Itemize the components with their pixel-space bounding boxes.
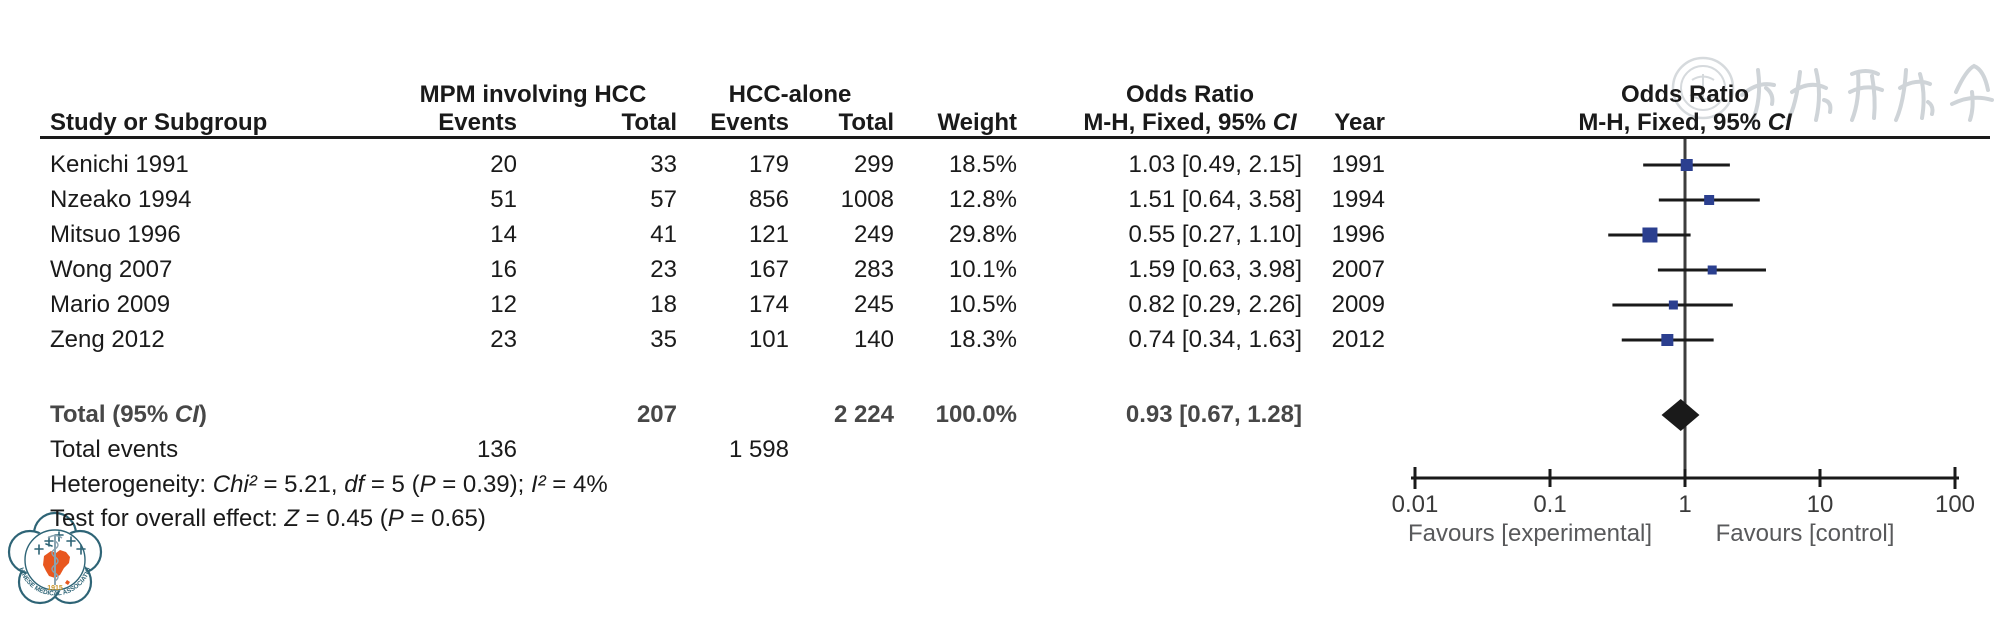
- cell-total2: 299: [853, 151, 894, 178]
- cell-total1: 35: [650, 326, 677, 353]
- group-header-mpm: MPM involving HCC: [419, 81, 647, 108]
- cell-year: 2012: [1331, 326, 1385, 353]
- cell-or_ci: 0.74 [0.34, 1.63]: [1128, 326, 1302, 353]
- cell-events2: 121: [748, 221, 789, 248]
- total-row-total1: 207: [636, 401, 677, 428]
- cell-study: Nzeako 1994: [50, 186, 192, 213]
- cell-events1: 16: [490, 256, 517, 283]
- cell-or_ci: 0.82 [0.29, 2.26]: [1128, 291, 1302, 318]
- cell-or_ci: 0.55 [0.27, 1.10]: [1128, 221, 1302, 248]
- cell-weight: 18.5%: [948, 151, 1017, 178]
- cell-weight: 12.8%: [948, 186, 1017, 213]
- total-events-label: Total events: [50, 436, 179, 463]
- cell-study: Mario 2009: [50, 291, 171, 318]
- col-header-events2: Events: [710, 109, 789, 136]
- cell-total1: 18: [650, 291, 677, 318]
- cma-year-text: 1915: [47, 585, 63, 592]
- effect-square: [1668, 300, 1678, 310]
- col-header-total2: Total: [838, 109, 894, 136]
- cell-total2: 140: [853, 326, 894, 353]
- effect-square: [1661, 334, 1674, 346]
- cma-staff-snake-icon: [47, 534, 63, 585]
- cell-or_ci: 1.59 [0.63, 3.98]: [1128, 256, 1302, 283]
- col-header-mh-ci-right: M-H, Fixed, 95% CI: [1578, 109, 1792, 136]
- x-tick-label: 10: [1807, 491, 1834, 518]
- x-tick-label: 100: [1935, 491, 1975, 518]
- total-row-total2: 2 224: [833, 401, 894, 428]
- cell-total1: 57: [650, 186, 677, 213]
- effect-square: [1707, 265, 1717, 275]
- x-tick-label: 1: [1678, 491, 1691, 518]
- cell-events1: 51: [490, 186, 517, 213]
- x-tick-label: 0.01: [1392, 491, 1439, 518]
- cma-logo: 1915CHINESE MEDICAL ASSOCIATION: [5, 505, 103, 605]
- cell-year: 2007: [1331, 256, 1385, 283]
- col-header-total1: Total: [621, 109, 677, 136]
- cell-events1: 12: [490, 291, 517, 318]
- cell-total2: 249: [853, 221, 894, 248]
- cell-events2: 101: [748, 326, 789, 353]
- effect-square: [1680, 159, 1693, 171]
- x-tick-label: 0.1: [1533, 491, 1566, 518]
- col-header-events1: Events: [438, 109, 517, 136]
- cell-or_ci: 1.03 [0.49, 2.15]: [1128, 151, 1302, 178]
- cell-year: 2009: [1331, 291, 1385, 318]
- cell-total2: 1008: [840, 186, 894, 213]
- cell-study: Zeng 2012: [50, 326, 165, 353]
- total-events-events1: 136: [476, 436, 517, 463]
- favours-control-label: Favours [control]: [1716, 520, 1895, 547]
- cell-or_ci: 1.51 [0.64, 3.58]: [1128, 186, 1302, 213]
- cell-study: Wong 2007: [50, 256, 173, 283]
- group-header-hcc-alone: HCC-alone: [728, 81, 852, 108]
- col-header-study: Study or Subgroup: [50, 109, 268, 136]
- cell-events1: 14: [490, 221, 517, 248]
- cell-events2: 167: [748, 256, 789, 283]
- cell-total1: 33: [650, 151, 677, 178]
- cell-events1: 20: [490, 151, 517, 178]
- total-events-events2: 1 598: [728, 436, 789, 463]
- cell-weight: 18.3%: [948, 326, 1017, 353]
- total-row-weight: 100.0%: [935, 401, 1017, 428]
- cell-total2: 283: [853, 256, 894, 283]
- total-diamond: [1661, 399, 1700, 431]
- cell-total2: 245: [853, 291, 894, 318]
- cell-total1: 23: [650, 256, 677, 283]
- cell-weight: 10.5%: [948, 291, 1017, 318]
- heterogeneity-line: Heterogeneity: Chi² = 5.21, df = 5 (P = …: [50, 471, 608, 498]
- col-header-year: Year: [1334, 109, 1385, 136]
- total-row-or-ci: 0.93 [0.67, 1.28]: [1125, 401, 1302, 428]
- cell-study: Mitsuo 1996: [50, 221, 181, 248]
- cell-year: 1994: [1331, 186, 1385, 213]
- cell-total1: 41: [650, 221, 677, 248]
- cell-events2: 174: [748, 291, 789, 318]
- col-header-mh-ci-left: M-H, Fixed, 95% CI: [1083, 109, 1297, 136]
- favours-experimental-label: Favours [experimental]: [1408, 520, 1652, 547]
- cma-china-map: [43, 550, 70, 585]
- cell-events2: 179: [748, 151, 789, 178]
- cell-weight: 10.1%: [948, 256, 1017, 283]
- cell-weight: 29.8%: [948, 221, 1017, 248]
- overall-effect-line: Test for overall effect: Z = 0.45 (P = 0…: [50, 505, 486, 532]
- cell-year: 1996: [1331, 221, 1385, 248]
- odds-ratio-header-left: Odds Ratio: [1125, 81, 1254, 108]
- effect-square: [1704, 195, 1715, 205]
- header-underline: [40, 136, 1990, 139]
- effect-square: [1642, 227, 1658, 243]
- cell-events1: 23: [490, 326, 517, 353]
- cell-study: Kenichi 1991: [50, 151, 189, 178]
- cell-year: 1991: [1331, 151, 1385, 178]
- cell-events2: 856: [748, 186, 789, 213]
- col-header-weight: Weight: [937, 109, 1017, 136]
- total-row-label: Total (95% CI): [50, 401, 207, 428]
